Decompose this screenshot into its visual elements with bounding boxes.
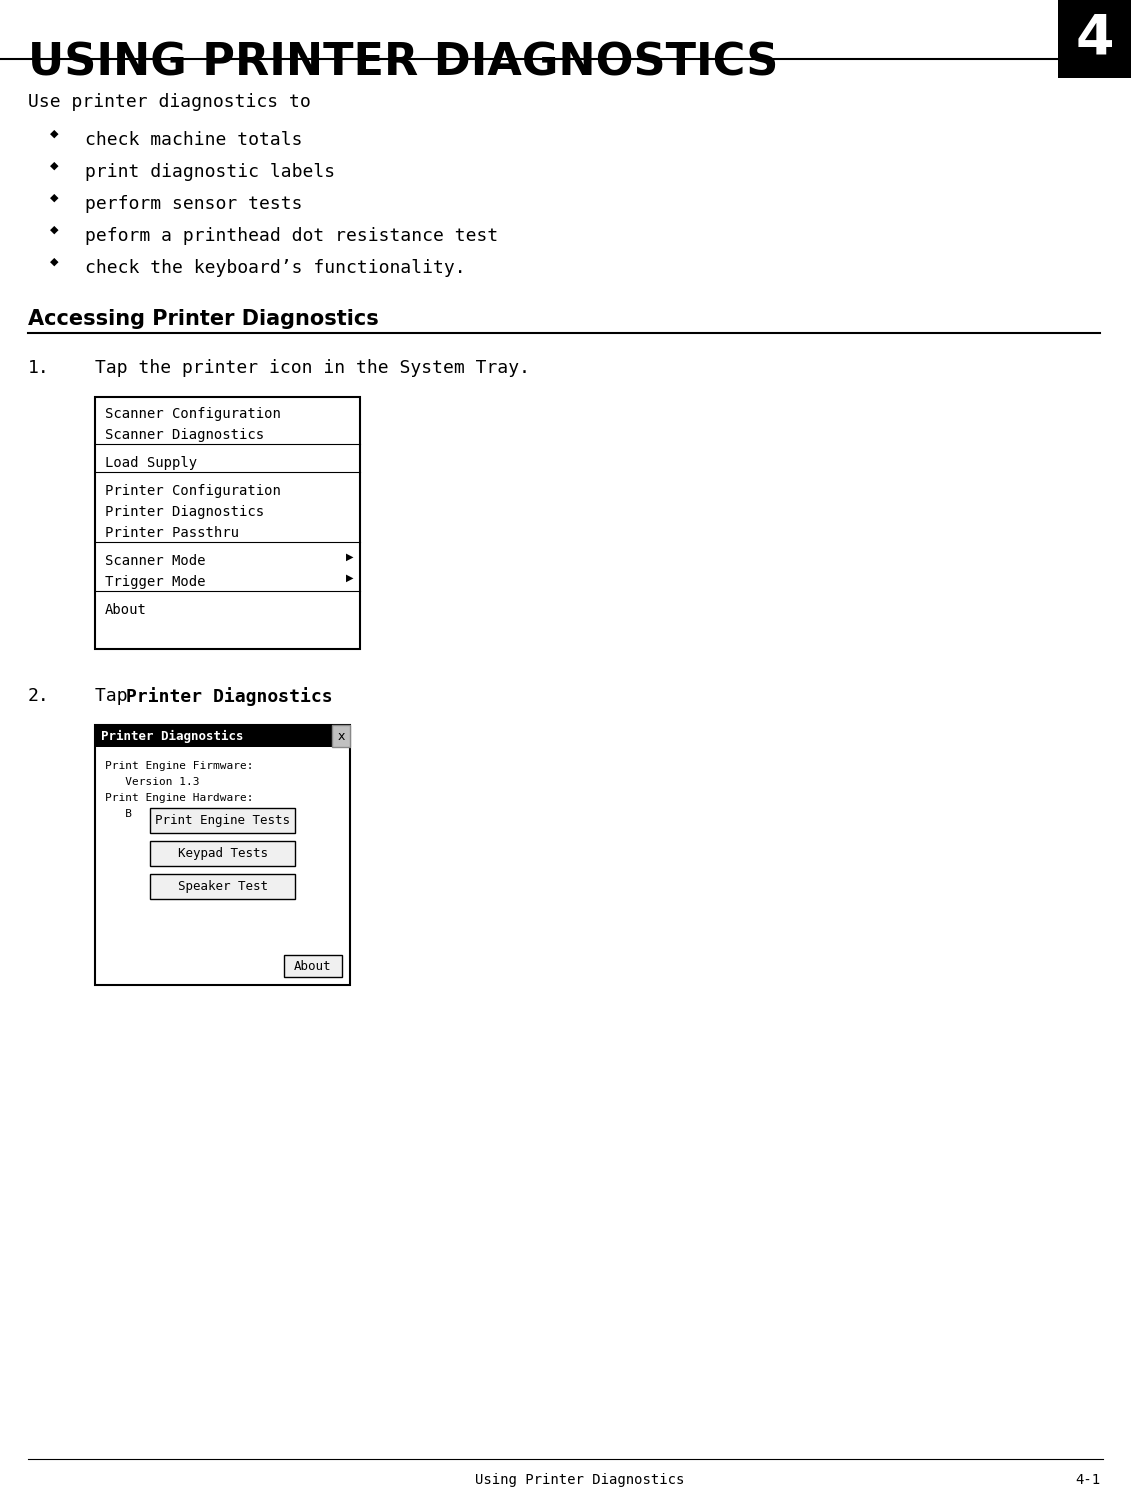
Text: Printer Diagnostics: Printer Diagnostics — [105, 505, 265, 518]
Text: 2.: 2. — [28, 688, 50, 706]
Text: Printer Diagnostics: Printer Diagnostics — [101, 730, 243, 742]
Text: 1.: 1. — [28, 360, 50, 378]
Text: About: About — [294, 959, 331, 973]
Text: Trigger Mode: Trigger Mode — [105, 576, 206, 589]
Bar — [95, 397, 360, 650]
Bar — [95, 725, 349, 985]
Text: Print Engine Tests: Print Engine Tests — [155, 814, 290, 827]
Text: Tap: Tap — [95, 688, 138, 706]
Bar — [150, 842, 295, 866]
Text: x: x — [337, 730, 345, 742]
Text: Keypad Tests: Keypad Tests — [178, 848, 268, 860]
Text: Load Supply: Load Supply — [105, 456, 197, 470]
Text: 4: 4 — [1076, 12, 1114, 66]
Text: B: B — [105, 808, 132, 819]
Text: ▶: ▶ — [346, 573, 354, 583]
Bar — [1057, 0, 1131, 79]
Bar — [95, 725, 349, 746]
Text: Using Printer Diagnostics: Using Printer Diagnostics — [475, 1473, 684, 1487]
Text: About: About — [105, 603, 147, 616]
Text: Printer Diagnostics: Printer Diagnostics — [127, 688, 333, 706]
Text: ◆: ◆ — [50, 225, 59, 236]
Text: Print Engine Hardware:: Print Engine Hardware: — [105, 793, 253, 802]
Text: Scanner Mode: Scanner Mode — [105, 555, 206, 568]
Text: Tap the printer icon in the System Tray.: Tap the printer icon in the System Tray. — [95, 360, 530, 378]
Text: ◆: ◆ — [50, 257, 59, 267]
Bar — [150, 808, 295, 833]
Bar — [333, 725, 349, 746]
Text: Scanner Diagnostics: Scanner Diagnostics — [105, 428, 265, 443]
Bar — [150, 873, 295, 899]
Text: Accessing Printer Diagnostics: Accessing Printer Diagnostics — [28, 310, 379, 329]
Text: check machine totals: check machine totals — [85, 131, 302, 150]
Text: ◆: ◆ — [50, 162, 59, 171]
Text: .: . — [275, 688, 285, 706]
Bar — [284, 955, 342, 978]
Text: USING PRINTER DIAGNOSTICS: USING PRINTER DIAGNOSTICS — [28, 41, 778, 85]
Text: print diagnostic labels: print diagnostic labels — [85, 163, 335, 181]
Text: perform sensor tests: perform sensor tests — [85, 195, 302, 213]
Text: Version 1.3: Version 1.3 — [105, 777, 199, 787]
Text: ◆: ◆ — [50, 128, 59, 139]
Text: Scanner Configuration: Scanner Configuration — [105, 406, 280, 422]
Text: peform a printhead dot resistance test: peform a printhead dot resistance test — [85, 227, 499, 245]
Text: Speaker Test: Speaker Test — [178, 879, 268, 893]
Text: ◆: ◆ — [50, 193, 59, 202]
Text: Printer Configuration: Printer Configuration — [105, 484, 280, 499]
Text: Print Engine Firmware:: Print Engine Firmware: — [105, 762, 253, 771]
Text: Printer Passthru: Printer Passthru — [105, 526, 239, 539]
Text: ▶: ▶ — [346, 552, 354, 562]
Text: 4-1: 4-1 — [1074, 1473, 1100, 1487]
Text: check the keyboard’s functionality.: check the keyboard’s functionality. — [85, 258, 466, 277]
Text: Use printer diagnostics to: Use printer diagnostics to — [28, 94, 311, 110]
